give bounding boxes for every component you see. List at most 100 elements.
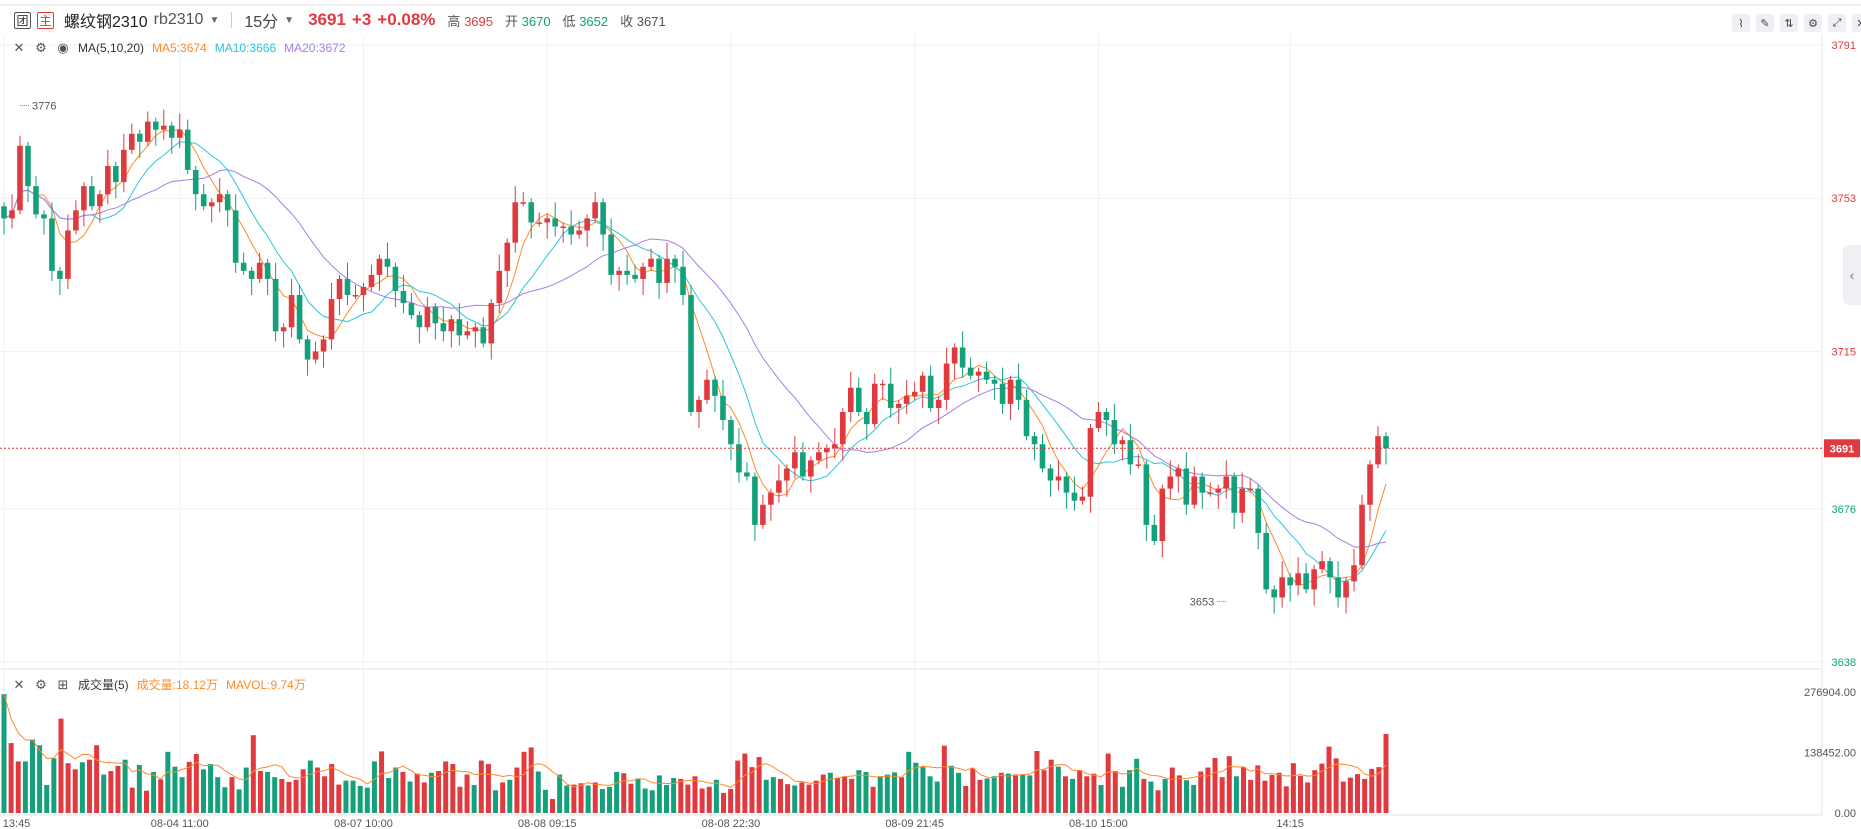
volume-bar (578, 783, 584, 813)
high-label: 高 (447, 13, 461, 29)
candle-body (264, 262, 271, 279)
candle-body (544, 218, 551, 223)
candle-body (1, 206, 7, 219)
volume-bar (101, 774, 107, 813)
candle-body (1175, 468, 1182, 477)
candle-body (320, 339, 327, 352)
volume-bar (1027, 775, 1033, 813)
candle-body (25, 145, 31, 187)
compare-icon[interactable]: ⇅ (1780, 14, 1798, 32)
volume-bar (656, 775, 662, 813)
candle-body (73, 210, 79, 231)
close-icon[interactable]: ✕ (13, 40, 25, 55)
volume-bar (179, 777, 185, 813)
volume-bar (621, 773, 627, 813)
volume-bar (941, 745, 947, 813)
candle-body (280, 327, 287, 332)
candle-body (440, 323, 447, 332)
volume-bar (1184, 780, 1190, 813)
candle-body (512, 202, 519, 243)
candle-body (392, 266, 399, 291)
ma20-line (3, 169, 1387, 549)
volume-bar (607, 786, 613, 813)
period-selector[interactable]: 15分 (244, 14, 279, 31)
volume-bar (1290, 763, 1296, 813)
close-icon[interactable]: ✕ (1852, 14, 1861, 32)
candle-body (672, 258, 678, 267)
close-icon[interactable]: ✕ (13, 676, 25, 692)
volume-bars (1, 694, 1389, 813)
volume-bar (728, 788, 734, 813)
add-indicator-icon[interactable]: ⊞ (57, 676, 69, 692)
axes: 3791 3753 3715 3676 3638 276904.00 138452.00 0.… (0, 40, 1860, 829)
volume-bar (129, 787, 135, 813)
main-contract-icon[interactable]: 主 (37, 11, 54, 29)
instrument-code[interactable]: rb2310 (153, 11, 204, 28)
candle-body (1079, 496, 1086, 501)
volume-bar (1226, 756, 1232, 813)
candle-body (1367, 464, 1373, 505)
volume-bar (977, 779, 983, 813)
volume-bar (457, 786, 463, 813)
candle-body (1055, 476, 1062, 481)
candle-body (152, 121, 159, 130)
candle-body (1279, 577, 1285, 598)
candle-body (408, 303, 415, 316)
volume-bar (756, 757, 762, 813)
volume-bar (713, 779, 719, 813)
volume-bar (528, 747, 534, 813)
candle-body (1311, 569, 1317, 590)
volume-bar (329, 764, 335, 813)
chevron-down-icon[interactable]: ▼ (284, 14, 295, 26)
candle-body (121, 149, 127, 183)
candle-body (592, 202, 598, 219)
volume-bar (357, 785, 363, 813)
candle-body (208, 202, 215, 207)
settings-icon[interactable]: ⚙ (1804, 14, 1822, 32)
candle-body (105, 165, 111, 195)
candle-body (496, 270, 503, 304)
quote-header: 团 主 螺纹钢2310 rb2310 ▼ 15分 ▼ 3691 +3 +0.08… (0, 0, 1861, 40)
instrument-name[interactable]: 螺纹钢2310 (64, 14, 148, 31)
volume-bar (906, 751, 912, 813)
volume-bar (1355, 774, 1360, 813)
mavol-value: MAVOL:9.74万 (226, 678, 306, 692)
candle-body (1239, 488, 1246, 513)
volume-bar (1312, 770, 1318, 813)
volume-bar (94, 745, 100, 813)
volume-bar (1005, 773, 1011, 813)
time-tick-label: 08-08 22:30 (702, 818, 761, 829)
settings-icon[interactable]: ⚙ (35, 676, 47, 692)
candle-body (911, 391, 918, 396)
volume-bar (514, 767, 520, 813)
high-value: 3695 (464, 13, 493, 29)
eye-icon[interactable]: ◉ (57, 40, 69, 55)
candle-body (1231, 476, 1238, 513)
draw-icon[interactable]: ✎ (1756, 14, 1774, 32)
chevron-down-icon[interactable]: ▼ (209, 14, 220, 26)
volume-bar (243, 767, 249, 813)
volume-bar (721, 792, 726, 813)
settings-icon[interactable]: ⚙ (35, 40, 47, 55)
fullscreen-icon[interactable]: ⤢ (1828, 14, 1846, 32)
candle-body (41, 214, 47, 219)
candle-body (648, 258, 654, 267)
chevron-left-icon[interactable]: ‹ (1843, 245, 1861, 305)
volume-bar (15, 761, 21, 813)
candle-body (895, 403, 902, 408)
volume-bar (1241, 767, 1247, 813)
chart-type-icon[interactable]: ⌇ (1732, 14, 1750, 32)
volume-bar (428, 772, 434, 813)
group-icon[interactable]: 团 (14, 11, 31, 29)
candle-body (784, 468, 790, 481)
divider (231, 12, 233, 28)
candle-body (9, 210, 15, 219)
candle-body (1351, 565, 1357, 582)
volume-bar (1347, 777, 1353, 813)
time-tick-label: 08-04 11:00 (151, 818, 209, 829)
volume-bar (1048, 759, 1054, 813)
candle-body (1207, 492, 1214, 495)
volume-bar (585, 785, 591, 813)
candle-body (416, 315, 423, 328)
